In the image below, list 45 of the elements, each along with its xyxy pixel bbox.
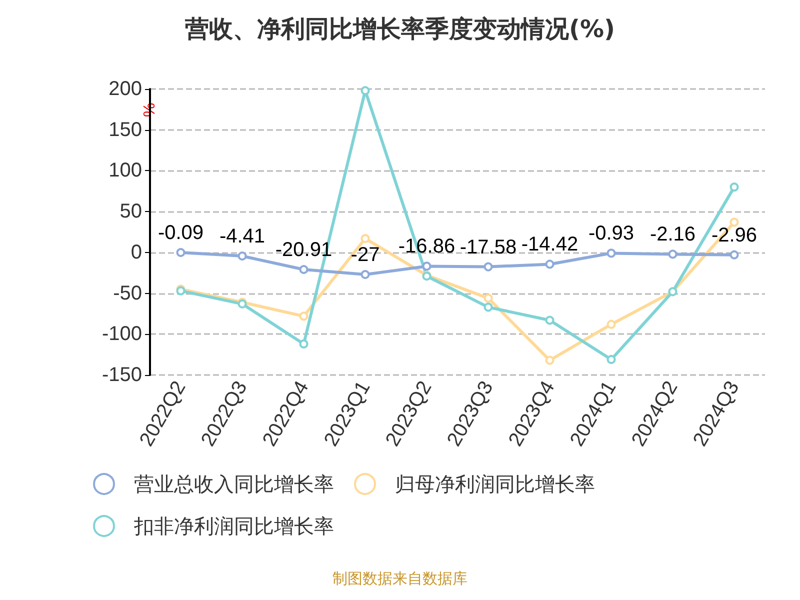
data-label: -20.91: [275, 239, 332, 262]
point: [606, 354, 616, 364]
y-tick-label: 100: [108, 160, 142, 182]
point: [484, 302, 493, 312]
point: [730, 250, 739, 260]
chart-title: 营收、净利同比增长率季度变动情况(%): [184, 15, 615, 43]
data-label: -2.96: [711, 224, 758, 246]
y-tick-label: -150: [102, 364, 142, 386]
data-label: -4.41: [219, 226, 266, 248]
point: [606, 248, 616, 258]
legend-label: 营业总收入同比增长率: [134, 472, 334, 496]
data-label: -2.16: [650, 224, 696, 246]
point: [730, 218, 739, 227]
data-label: -0.93: [588, 222, 634, 245]
data-label: -14.42: [521, 234, 578, 256]
y-tick-label: 150: [108, 118, 142, 141]
point: [238, 252, 247, 261]
legend-label: 扣非净利润同比增长率: [133, 514, 334, 538]
y-tick-label: -50: [113, 282, 142, 304]
point: [484, 294, 493, 303]
point: [422, 262, 432, 271]
point: [606, 320, 616, 329]
data-label: -16.86: [398, 236, 456, 258]
point: [545, 260, 554, 269]
point: [299, 312, 308, 321]
y-tick-label: 200: [108, 78, 142, 100]
y-tick-label: 50: [120, 200, 142, 223]
point: [299, 339, 308, 348]
point: [176, 248, 186, 257]
point: [545, 356, 554, 365]
data-label: -0.09: [158, 222, 204, 244]
point: [360, 86, 370, 96]
y-tick-label: -100: [102, 323, 142, 346]
text: 制图数据来自数据库: [332, 570, 468, 588]
point: [360, 270, 370, 279]
point: [360, 234, 370, 244]
data-label: -17.58: [460, 236, 517, 258]
legend-label: 归母净利润同比增长率: [395, 472, 595, 496]
point: [545, 316, 554, 325]
point: [730, 182, 739, 192]
point: [484, 262, 493, 272]
data-label: -27: [350, 244, 380, 266]
point: [299, 265, 308, 274]
point: [668, 250, 678, 259]
y-tick-label: 0: [130, 241, 142, 264]
